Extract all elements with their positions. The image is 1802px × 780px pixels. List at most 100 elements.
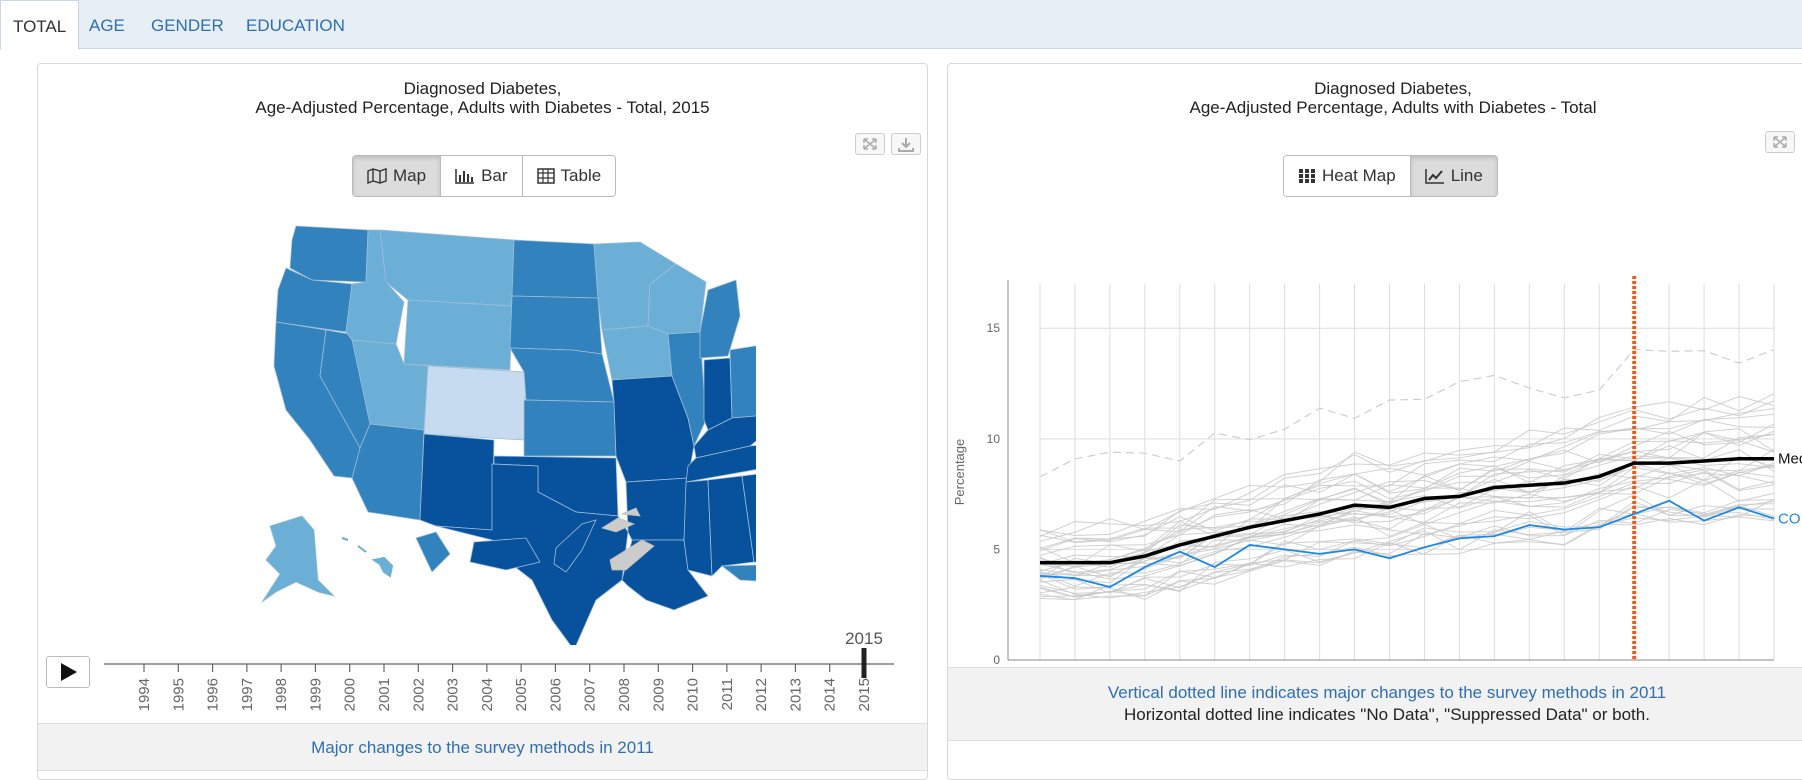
timeline-year-label[interactable]: 1995 [170,678,187,711]
state-mississippi[interactable] [683,479,713,577]
download-button[interactable] [891,133,921,155]
timeline-year-label[interactable]: 2009 [650,678,667,711]
timeline-year-label[interactable]: 1998 [273,678,290,711]
timeline-year-label[interactable]: 2014 [822,678,839,711]
timeline-year-label[interactable]: 1999 [307,678,324,711]
state-montana[interactable] [379,229,515,307]
timeline-year-label[interactable]: 2005 [513,678,530,711]
timeline-year-label[interactable]: 2003 [445,678,462,711]
table-view-button[interactable]: Table [522,156,616,196]
bar-view-button[interactable]: Bar [441,156,523,196]
table-icon [536,168,555,184]
fullscreen-button[interactable] [855,133,885,155]
play-button[interactable] [46,656,90,688]
line-note-vertical[interactable]: Vertical dotted line indicates major cha… [1107,683,1667,702]
state-ohio[interactable] [729,344,756,419]
map-note: Major changes to the survey methods in 2… [38,723,927,771]
heat-map-view-button[interactable]: Heat Map [1284,156,1411,196]
timeline-year-label[interactable]: 2007 [582,678,599,711]
tab-education[interactable]: EDUCATION [246,16,345,35]
state-florida[interactable] [720,564,756,645]
tab-total[interactable]: TOTAL [0,0,80,50]
timeline-year-label[interactable]: 1994 [136,678,153,711]
series-line-co[interactable] [1039,499,1775,588]
line-note: Vertical dotted line indicates major cha… [948,667,1802,741]
map-panel: Diagnosed Diabetes, Age-Adjusted Percent… [37,63,928,780]
state-trend-line [1039,499,1775,597]
timeline-year-label[interactable]: 2002 [410,678,427,711]
timeline-year-label[interactable]: 2000 [342,678,359,711]
state-iowa[interactable] [601,325,673,381]
y-tick-label: 15 [987,321,1001,335]
timeline-year-label[interactable]: 2004 [479,678,496,711]
timeline-year-label[interactable]: 2001 [376,678,393,711]
y-tick-label: 5 [993,542,1000,556]
timeline-year-label[interactable]: 2006 [547,678,564,711]
map-icon [367,168,387,184]
y-tick-label: 10 [987,432,1001,446]
line-chart[interactable]: MediCO 051015199419951996199719981999200… [948,234,1802,724]
map-title-line2: Age-Adjusted Percentage, Adults with Dia… [255,98,710,117]
state-alabama[interactable] [707,475,755,577]
tab-bar: TOTAL AGE GENDER EDUCATION [0,0,1802,50]
state-trend-line [1039,433,1775,565]
timeline-handle[interactable] [861,648,867,678]
timeline-year-label[interactable]: 2012 [753,678,770,711]
state-trend-line [1039,413,1775,549]
state-wyoming[interactable] [403,299,513,371]
tab-age[interactable]: AGE [89,16,125,35]
us-choropleth-map[interactable] [256,220,756,645]
state-new-mexico[interactable] [419,433,495,531]
timeline-year-label[interactable]: 1997 [239,678,256,711]
heat-map-view-label: Heat Map [1322,166,1396,185]
timeline-year-label[interactable]: 2015 [856,678,873,711]
territory-puerto-rico[interactable] [469,537,541,571]
tab-gender[interactable]: GENDER [151,16,224,35]
state-michigan[interactable] [699,279,741,359]
line-view-label: Line [1450,166,1483,185]
timeline-year-label[interactable]: 1996 [205,678,222,711]
state-trend-line [1039,471,1775,580]
state-arizona[interactable] [351,423,425,521]
bar-view-label: Bar [481,166,508,185]
state-georgia[interactable] [741,472,756,564]
state-washington[interactable] [289,225,369,283]
series-line-median[interactable] [1040,456,1774,565]
territory-guam[interactable] [553,519,597,573]
year-timeline[interactable]: 1994 1995 1996 1997 1998 1999 2000 2001 2002 2003… [98,626,918,776]
state-trend-line [1039,471,1775,587]
line-title-line2: Age-Adjusted Percentage, Adults with Dia… [1189,98,1597,117]
state-hawaii[interactable] [341,537,394,578]
state-north-dakota[interactable] [511,239,599,299]
timeline-year-label[interactable]: 2011 [719,678,736,710]
timeline-year-label[interactable]: 2010 [685,678,702,711]
territory-guam-northern[interactable] [415,531,451,573]
timeline-selected-year: 2015 [845,629,883,648]
download-icon [898,138,914,152]
map-view-button[interactable]: Map [353,156,442,196]
state-trend-line [1039,423,1775,552]
state-south-dakota[interactable] [509,295,603,355]
map-view-toggle: Map Bar Table [352,155,617,197]
timeline-year-label[interactable]: 2008 [616,678,633,711]
state-nebraska[interactable] [509,347,615,403]
line-title-line1: Diagnosed Diabetes, [1314,79,1472,98]
state-trend-line [1039,464,1775,577]
line-fullscreen-button[interactable] [1765,131,1795,153]
state-indiana[interactable] [703,357,733,431]
y-tick-label: 0 [993,653,1000,667]
timeline-year-label[interactable]: 2013 [787,678,804,711]
state-trend-line [1039,469,1775,580]
bar-chart-icon [455,169,475,184]
state-colorado[interactable] [423,365,527,441]
line-view-button[interactable]: Line [1410,156,1497,196]
line-panel: Diagnosed Diabetes, Age-Adjusted Percent… [947,63,1802,780]
state-trend-line [1039,465,1775,584]
map-title-line1: Diagnosed Diabetes, [403,79,562,98]
state-kansas[interactable] [523,399,617,457]
state-trend-line [1039,393,1775,542]
map-note-link[interactable]: Major changes to the survey methods in 2… [311,738,654,757]
territory-nodata-1[interactable] [601,507,641,533]
state-alaska[interactable] [261,515,336,603]
territory-nodata-2[interactable] [609,539,655,571]
